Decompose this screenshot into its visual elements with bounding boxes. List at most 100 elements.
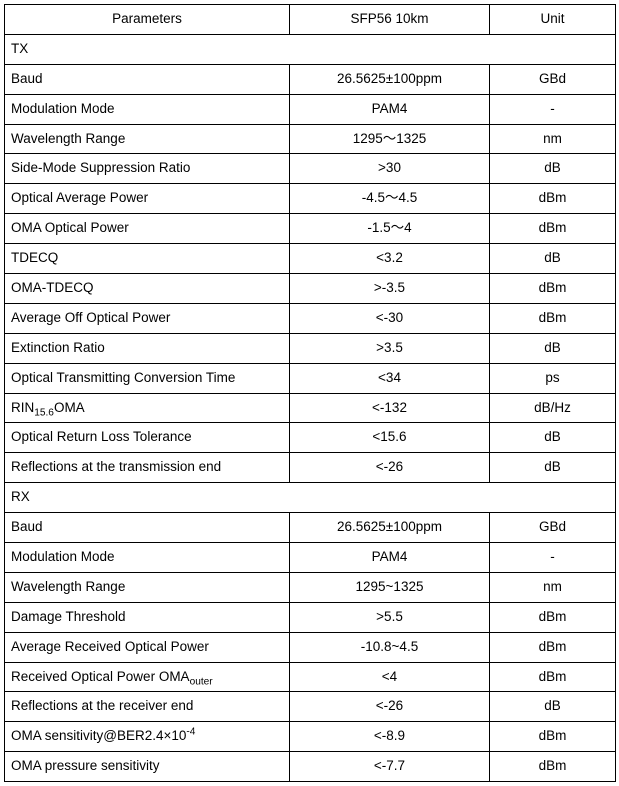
table-row: OMA Optical Power-1.5～4dBm [5, 214, 616, 244]
cell-unit: dB [490, 244, 616, 274]
cell-parameter: Damage Threshold [5, 602, 290, 632]
cell-parameter: Received Optical Power OMAouter [5, 662, 290, 692]
spec-table: Parameters SFP56 10km Unit TXBaud26.5625… [4, 4, 616, 782]
cell-parameter: OMA Optical Power [5, 214, 290, 244]
section-label: RX [5, 483, 616, 513]
cell-parameter: Optical Transmitting Conversion Time [5, 363, 290, 393]
cell-unit: dBm [490, 752, 616, 782]
cell-unit: dBm [490, 722, 616, 752]
table-row: OMA pressure sensitivity<-7.7dBm [5, 752, 616, 782]
cell-parameter: Side-Mode Suppression Ratio [5, 154, 290, 184]
cell-unit: dB [490, 333, 616, 363]
cell-value: <3.2 [290, 244, 490, 274]
table-row: Reflections at the receiver end<-26dB [5, 692, 616, 722]
cell-unit: dBm [490, 274, 616, 304]
table-row: Extinction Ratio>3.5dB [5, 333, 616, 363]
cell-value: <-26 [290, 692, 490, 722]
cell-unit: GBd [490, 64, 616, 94]
cell-value: <15.6 [290, 423, 490, 453]
table-row: Received Optical Power OMAouter<4dBm [5, 662, 616, 692]
cell-unit: dBm [490, 662, 616, 692]
cell-parameter: OMA-TDECQ [5, 274, 290, 304]
table-row: Wavelength Range1295~1325nm [5, 572, 616, 602]
table-row: Reflections at the transmission end<-26d… [5, 453, 616, 483]
cell-parameter: Optical Average Power [5, 184, 290, 214]
table-row: OMA sensitivity@BER2.4×10-4<-8.9dBm [5, 722, 616, 752]
cell-value: 1295~1325 [290, 572, 490, 602]
cell-value: PAM4 [290, 543, 490, 573]
cell-unit: dB [490, 154, 616, 184]
cell-parameter: Average Off Optical Power [5, 303, 290, 333]
cell-value: <-8.9 [290, 722, 490, 752]
table-row: Wavelength Range1295～1325nm [5, 124, 616, 154]
cell-unit: dB/Hz [490, 393, 616, 423]
cell-value: >5.5 [290, 602, 490, 632]
cell-value: >-3.5 [290, 274, 490, 304]
section-header: TX [5, 34, 616, 64]
col-header-unit: Unit [490, 5, 616, 35]
cell-unit: dBm [490, 214, 616, 244]
col-header-value: SFP56 10km [290, 5, 490, 35]
table-row: Average Received Optical Power-10.8~4.5d… [5, 632, 616, 662]
cell-value: <34 [290, 363, 490, 393]
cell-unit: - [490, 543, 616, 573]
cell-value: 26.5625±100ppm [290, 64, 490, 94]
cell-parameter: OMA pressure sensitivity [5, 752, 290, 782]
cell-unit: - [490, 94, 616, 124]
table-row: Damage Threshold>5.5dBm [5, 602, 616, 632]
table-body: TXBaud26.5625±100ppmGBdModulation ModePA… [5, 34, 616, 781]
table-row: TDECQ<3.2dB [5, 244, 616, 274]
cell-unit: nm [490, 124, 616, 154]
section-label: TX [5, 34, 616, 64]
cell-value: 1295～1325 [290, 124, 490, 154]
table-row: Baud26.5625±100ppmGBd [5, 513, 616, 543]
cell-parameter: Average Received Optical Power [5, 632, 290, 662]
cell-value: <-7.7 [290, 752, 490, 782]
cell-value: -1.5～4 [290, 214, 490, 244]
table-row: Baud26.5625±100ppmGBd [5, 64, 616, 94]
cell-value: -4.5～4.5 [290, 184, 490, 214]
cell-parameter: RIN15.6OMA [5, 393, 290, 423]
cell-unit: dB [490, 453, 616, 483]
cell-parameter: Extinction Ratio [5, 333, 290, 363]
table-row: Side-Mode Suppression Ratio>30dB [5, 154, 616, 184]
table-row: RIN15.6OMA<-132dB/Hz [5, 393, 616, 423]
cell-value: <4 [290, 662, 490, 692]
cell-parameter: Wavelength Range [5, 572, 290, 602]
table-row: Optical Transmitting Conversion Time<34p… [5, 363, 616, 393]
cell-parameter: Modulation Mode [5, 543, 290, 573]
table-row: OMA-TDECQ>-3.5dBm [5, 274, 616, 304]
cell-parameter: Baud [5, 513, 290, 543]
cell-unit: dB [490, 423, 616, 453]
table-row: Optical Average Power-4.5～4.5dBm [5, 184, 616, 214]
table-header: Parameters SFP56 10km Unit [5, 5, 616, 35]
table-row: Modulation ModePAM4- [5, 543, 616, 573]
cell-value: <-26 [290, 453, 490, 483]
table-row: Modulation ModePAM4- [5, 94, 616, 124]
cell-unit: GBd [490, 513, 616, 543]
col-header-parameters: Parameters [5, 5, 290, 35]
cell-value: 26.5625±100ppm [290, 513, 490, 543]
cell-parameter: Baud [5, 64, 290, 94]
cell-parameter: Optical Return Loss Tolerance [5, 423, 290, 453]
table-row: Average Off Optical Power<-30dBm [5, 303, 616, 333]
cell-parameter: Reflections at the receiver end [5, 692, 290, 722]
section-header: RX [5, 483, 616, 513]
cell-value: -10.8~4.5 [290, 632, 490, 662]
cell-parameter: Reflections at the transmission end [5, 453, 290, 483]
cell-unit: dBm [490, 184, 616, 214]
table-row: Optical Return Loss Tolerance<15.6dB [5, 423, 616, 453]
cell-unit: dBm [490, 602, 616, 632]
cell-unit: dB [490, 692, 616, 722]
cell-unit: ps [490, 363, 616, 393]
cell-value: >30 [290, 154, 490, 184]
cell-parameter: Wavelength Range [5, 124, 290, 154]
cell-value: PAM4 [290, 94, 490, 124]
cell-parameter: OMA sensitivity@BER2.4×10-4 [5, 722, 290, 752]
cell-parameter: Modulation Mode [5, 94, 290, 124]
cell-parameter: TDECQ [5, 244, 290, 274]
cell-value: <-30 [290, 303, 490, 333]
cell-unit: dBm [490, 303, 616, 333]
cell-value: >3.5 [290, 333, 490, 363]
cell-value: <-132 [290, 393, 490, 423]
